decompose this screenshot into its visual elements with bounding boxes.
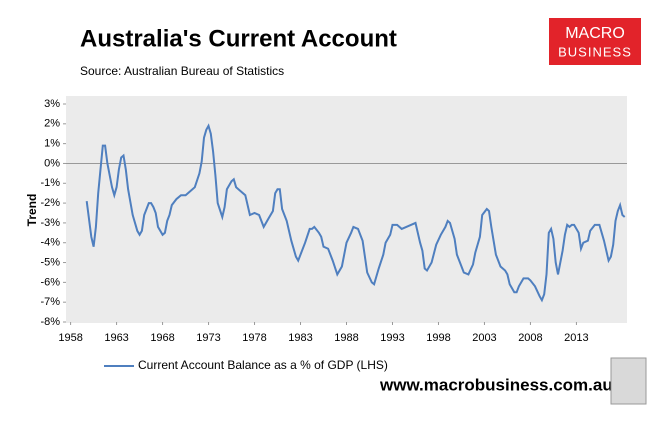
x-tick-label: 1963	[104, 332, 128, 344]
y-tick-label: -2%	[40, 197, 60, 209]
x-tick-label: 1998	[426, 332, 450, 344]
x-tick-label: 1983	[288, 332, 312, 344]
logo-box	[549, 18, 641, 65]
x-tick-label: 1958	[58, 332, 82, 344]
x-tick-label: 2003	[472, 332, 496, 344]
y-tick-label: -5%	[40, 256, 60, 268]
x-tick-label: 2013	[564, 332, 588, 344]
chart-subtitle: Source: Australian Bureau of Statistics	[80, 64, 284, 78]
chart-title: Australia's Current Account	[80, 25, 397, 52]
x-tick-label: 1973	[196, 332, 220, 344]
y-axis-label: Trend	[25, 194, 39, 227]
y-tick-label: -1%	[40, 177, 60, 189]
y-tick-label: -4%	[40, 237, 60, 249]
y-tick-label: 3%	[44, 98, 60, 110]
y-tick-label: 1%	[44, 138, 60, 150]
x-tick-label: 2008	[518, 332, 542, 344]
y-tick-label: -3%	[40, 217, 60, 229]
logo-bottom: BUSINESS	[558, 44, 632, 59]
legend-label: Current Account Balance as a % of GDP (L…	[138, 358, 388, 372]
logo-top: MACRO	[565, 25, 625, 42]
x-tick-label: 1968	[150, 332, 174, 344]
y-tick-label: -8%	[40, 316, 60, 328]
plot-background	[66, 96, 627, 323]
y-tick-label: -7%	[40, 296, 60, 308]
logo-icon	[610, 357, 647, 405]
x-tick-label: 1988	[334, 332, 358, 344]
y-tick-label: 2%	[44, 118, 60, 130]
y-tick-label: -6%	[40, 276, 60, 288]
x-tick-label: 1993	[380, 332, 404, 344]
y-tick-label: 0%	[44, 157, 60, 169]
series-line	[85, 123, 626, 303]
x-tick-label: 1978	[242, 332, 266, 344]
footer: www.macrobusiness.com.au	[379, 375, 613, 394]
